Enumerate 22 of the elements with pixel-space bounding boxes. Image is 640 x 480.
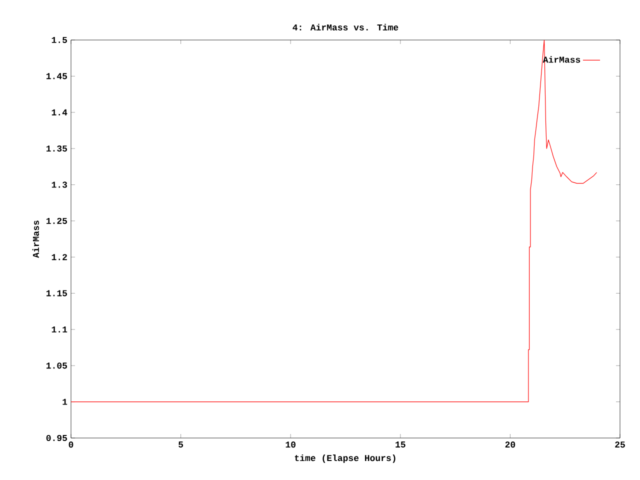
x-tick-label: 10 xyxy=(286,442,296,448)
x-tick-label: 20 xyxy=(505,442,516,448)
chart-title: 4: AirMass vs. Time xyxy=(292,24,398,30)
x-tick-label: 15 xyxy=(396,442,406,448)
y-tick-label: 1.1 xyxy=(52,326,68,332)
line-series xyxy=(71,40,598,402)
y-tick-label: 1.25 xyxy=(46,218,68,224)
y-tick-label: 1 xyxy=(62,398,68,405)
y-tick-label: 1.5 xyxy=(52,36,68,44)
y-tick-label: 1.15 xyxy=(46,290,68,296)
y-axis-title: AirMass xyxy=(32,220,40,258)
y-tick-label: 1.4 xyxy=(52,109,68,116)
y-tick-label: 1.2 xyxy=(52,254,67,260)
y-tick-label: 1.45 xyxy=(46,73,68,80)
x-tick-label: 25 xyxy=(615,442,625,448)
y-tick-label: 1.05 xyxy=(46,362,68,369)
x-tick-label: 5 xyxy=(178,442,184,448)
y-tick-label: 1.3 xyxy=(52,182,68,188)
x-tick-label: 0 xyxy=(68,442,74,448)
x-axis-title: time (Elapse Hours) xyxy=(294,454,396,463)
y-tick-label: 1.35 xyxy=(46,145,68,152)
y-tick-label: 0.95 xyxy=(46,434,68,442)
